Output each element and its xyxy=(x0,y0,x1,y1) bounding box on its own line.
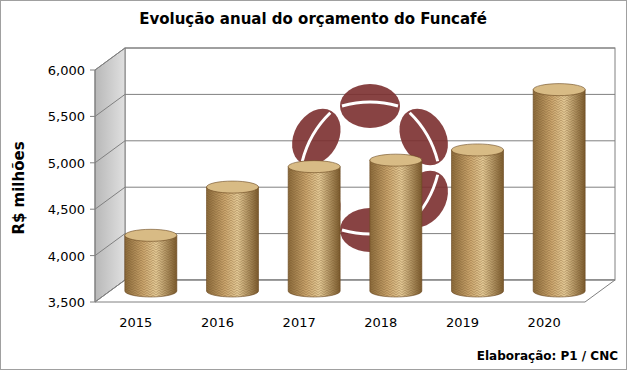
tick-label: 3,500 xyxy=(48,295,85,310)
category-label: 2019 xyxy=(446,315,479,330)
bar-texture xyxy=(533,90,585,297)
tick-mark xyxy=(90,302,95,303)
bean-body xyxy=(340,84,400,128)
tick-mark xyxy=(90,116,95,117)
category-label: 2017 xyxy=(283,315,316,330)
y-axis xyxy=(95,70,96,302)
tick-mark xyxy=(90,255,95,256)
border xyxy=(1,1,627,370)
tick-label: 5,500 xyxy=(48,109,85,124)
bar-body xyxy=(452,150,504,297)
category-label: 2015 xyxy=(119,315,152,330)
bar-top xyxy=(533,84,585,96)
bar-body xyxy=(533,90,585,297)
side-wall xyxy=(95,48,125,302)
bar-texture xyxy=(452,150,504,297)
category-label: 2018 xyxy=(364,315,397,330)
bar xyxy=(370,154,422,297)
tick-label: 4,000 xyxy=(48,249,85,264)
bar-body xyxy=(370,160,422,297)
bean xyxy=(282,100,350,174)
bar-body xyxy=(207,187,259,297)
chart: 3,500 4,000 4,500 5,000 5,500 6,000 2015 2016 20… xyxy=(0,0,627,370)
note: Elaboração: P1 / CNC xyxy=(477,349,618,363)
tick-mark xyxy=(90,70,95,71)
bar-body xyxy=(125,235,177,297)
bar-texture xyxy=(207,187,259,297)
bar-top xyxy=(370,154,422,166)
bar-texture xyxy=(125,235,177,297)
tick-label: 6,000 xyxy=(48,63,85,78)
bar xyxy=(207,181,259,297)
bar-top xyxy=(452,144,504,156)
tick-mark xyxy=(90,162,95,163)
bar xyxy=(452,144,504,297)
y-axis-label: R$ milhões xyxy=(10,141,28,234)
bar-top xyxy=(125,229,177,241)
bar-texture xyxy=(288,167,340,297)
category-label: 2016 xyxy=(201,315,234,330)
bar-texture xyxy=(370,160,422,297)
bars xyxy=(125,84,585,297)
tick-label: 5,000 xyxy=(48,156,85,171)
bar-body xyxy=(288,167,340,297)
bar xyxy=(533,84,585,297)
bar xyxy=(288,161,340,297)
bar-top xyxy=(207,181,259,193)
bean-line xyxy=(410,111,441,161)
grid-line xyxy=(95,48,615,70)
bar xyxy=(125,229,177,297)
bean-line xyxy=(299,111,330,161)
bean-line xyxy=(342,102,398,106)
bean xyxy=(340,84,400,128)
bar-top xyxy=(288,161,340,173)
bean-body xyxy=(282,100,350,174)
tick-label: 4,500 xyxy=(48,202,85,217)
tick-mark xyxy=(90,209,95,210)
title: Evolução anual do orçamento do Funcafé xyxy=(139,10,487,28)
category-label: 2020 xyxy=(528,315,561,330)
